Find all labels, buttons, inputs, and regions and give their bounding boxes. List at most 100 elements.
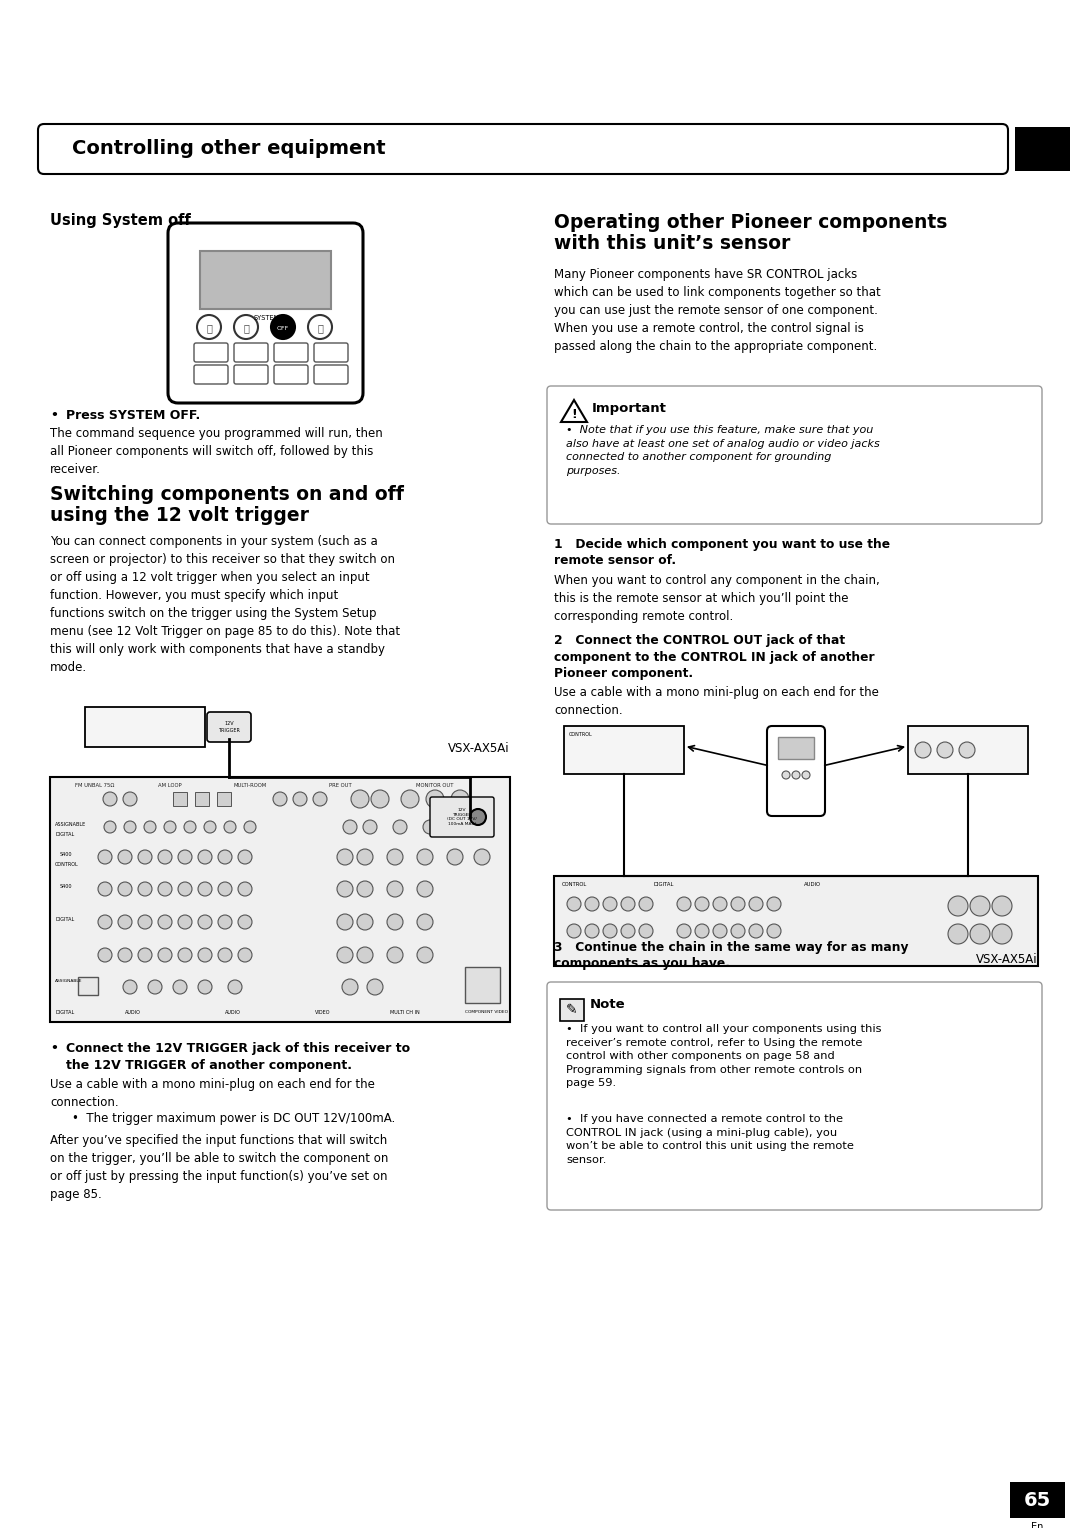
Circle shape <box>970 895 990 915</box>
Circle shape <box>138 882 152 895</box>
Text: •  The trigger maximum power is DC OUT 12V/100mA.: • The trigger maximum power is DC OUT 12… <box>72 1112 395 1125</box>
Text: AUDIO: AUDIO <box>225 1010 241 1015</box>
Text: 1   Decide which component you want to use the
remote sensor of.: 1 Decide which component you want to use… <box>554 538 890 567</box>
Bar <box>85 707 205 747</box>
Text: When you want to control any component in the chain,
this is the remote sensor a: When you want to control any component i… <box>554 575 880 623</box>
Circle shape <box>198 882 212 895</box>
Text: S400: S400 <box>60 885 72 889</box>
Circle shape <box>677 924 691 938</box>
Text: MONITOR OUT: MONITOR OUT <box>416 782 454 788</box>
Circle shape <box>993 895 1012 915</box>
Circle shape <box>178 947 192 963</box>
Circle shape <box>198 947 212 963</box>
Text: Controlling other equipment: Controlling other equipment <box>72 139 386 159</box>
Text: FM UNBAL 75Ω: FM UNBAL 75Ω <box>76 782 114 788</box>
Bar <box>78 976 98 995</box>
Circle shape <box>238 915 252 929</box>
Text: 12V
TRIGGER: 12V TRIGGER <box>218 721 240 733</box>
Circle shape <box>417 850 433 865</box>
FancyBboxPatch shape <box>546 387 1042 524</box>
Text: Use a cable with a mono mini-plug on each end for the
connection.: Use a cable with a mono mini-plug on eac… <box>50 1077 375 1109</box>
Circle shape <box>357 947 373 963</box>
Circle shape <box>372 790 389 808</box>
Circle shape <box>124 821 136 833</box>
Circle shape <box>337 947 353 963</box>
Circle shape <box>750 897 762 911</box>
Circle shape <box>308 315 332 339</box>
Text: •: • <box>50 410 58 422</box>
Text: VIDEO: VIDEO <box>315 1010 330 1015</box>
FancyBboxPatch shape <box>546 983 1042 1210</box>
Circle shape <box>198 915 212 929</box>
Text: 08: 08 <box>1027 139 1058 159</box>
Circle shape <box>158 882 172 895</box>
Text: 3   Continue the chain in the same way for as many
components as you have.: 3 Continue the chain in the same way for… <box>554 941 908 970</box>
FancyBboxPatch shape <box>767 726 825 816</box>
Circle shape <box>423 821 437 834</box>
Circle shape <box>453 821 467 834</box>
Circle shape <box>351 790 369 808</box>
Circle shape <box>387 882 403 897</box>
Circle shape <box>178 882 192 895</box>
Circle shape <box>948 895 968 915</box>
Circle shape <box>603 924 617 938</box>
Text: Using System off: Using System off <box>50 212 191 228</box>
Bar <box>1010 1482 1065 1517</box>
Circle shape <box>148 979 162 995</box>
Text: 65: 65 <box>1024 1490 1051 1510</box>
Circle shape <box>234 315 258 339</box>
Circle shape <box>767 924 781 938</box>
Circle shape <box>792 772 800 779</box>
Circle shape <box>585 924 599 938</box>
FancyBboxPatch shape <box>194 365 228 384</box>
Circle shape <box>470 808 486 825</box>
Circle shape <box>357 850 373 865</box>
Circle shape <box>337 882 353 897</box>
Circle shape <box>228 979 242 995</box>
Circle shape <box>244 821 256 833</box>
Circle shape <box>337 850 353 865</box>
Circle shape <box>959 743 975 758</box>
Circle shape <box>474 850 490 865</box>
Circle shape <box>218 850 232 863</box>
Circle shape <box>198 850 212 863</box>
Circle shape <box>731 924 745 938</box>
Bar <box>561 999 584 1021</box>
Text: VSX-AX5Ai: VSX-AX5Ai <box>448 743 510 755</box>
Text: MULTI-ROOM: MULTI-ROOM <box>233 782 267 788</box>
Bar <box>778 736 814 759</box>
FancyBboxPatch shape <box>194 342 228 362</box>
Circle shape <box>342 979 357 995</box>
Circle shape <box>337 914 353 931</box>
Circle shape <box>118 850 132 863</box>
Circle shape <box>567 924 581 938</box>
Circle shape <box>238 882 252 895</box>
Circle shape <box>197 315 221 339</box>
Circle shape <box>393 821 407 834</box>
Circle shape <box>970 924 990 944</box>
Circle shape <box>367 979 383 995</box>
Bar <box>50 778 510 1022</box>
Circle shape <box>713 897 727 911</box>
Circle shape <box>178 850 192 863</box>
Text: Press SYSTEM OFF.: Press SYSTEM OFF. <box>66 410 200 422</box>
FancyBboxPatch shape <box>234 365 268 384</box>
Bar <box>200 251 330 309</box>
Circle shape <box>750 924 762 938</box>
Text: ⏻: ⏻ <box>318 322 323 333</box>
Circle shape <box>567 897 581 911</box>
Circle shape <box>639 897 653 911</box>
Circle shape <box>451 790 469 808</box>
Circle shape <box>937 743 953 758</box>
Circle shape <box>782 772 789 779</box>
Circle shape <box>138 850 152 863</box>
Circle shape <box>224 821 237 833</box>
Circle shape <box>417 914 433 931</box>
Bar <box>465 967 500 1002</box>
Text: •: • <box>50 1042 58 1054</box>
Circle shape <box>363 821 377 834</box>
Text: CONTROL: CONTROL <box>569 732 593 736</box>
Text: S400: S400 <box>60 853 72 857</box>
Circle shape <box>447 850 463 865</box>
Circle shape <box>138 947 152 963</box>
